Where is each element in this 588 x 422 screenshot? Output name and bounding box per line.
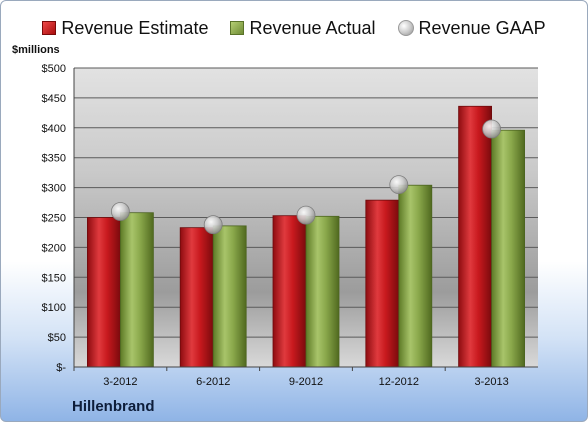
y-tick-label: $450 — [42, 93, 66, 105]
y-tick-label: $400 — [42, 123, 66, 135]
legend-item-gaap: Revenue GAAP — [397, 17, 546, 39]
bar-revenue-actual — [305, 215, 340, 368]
x-tick-label: 12-2012 — [379, 376, 419, 388]
legend-label-estimate: Revenue Estimate — [61, 17, 209, 38]
bars — [87, 105, 526, 368]
legend-swatch-estimate — [42, 21, 57, 35]
y-tick-label: $300 — [42, 183, 66, 195]
gaap-marker — [203, 215, 223, 235]
y-tick-label: $250 — [42, 213, 66, 225]
y-tick-label: $50 — [48, 332, 66, 344]
bar-revenue-actual — [212, 225, 247, 368]
y-axis: $- $50 $100 $150 $200 $250 $300 $350 $400 $450 $50… — [42, 63, 75, 374]
legend-item-actual: Revenue Actual — [230, 17, 376, 39]
company-name: Hillenbrand — [72, 398, 155, 415]
bar-revenue-actual — [120, 212, 154, 368]
legend-label-gaap: Revenue GAAP — [418, 17, 546, 38]
x-tick-label: 9-2012 — [289, 376, 323, 388]
legend-swatch-actual — [230, 21, 245, 35]
bar-revenue-actual — [491, 129, 526, 368]
y-axis-unit-label: $millions — [12, 44, 60, 56]
legend-label-actual: Revenue Actual — [249, 17, 376, 38]
x-tick-label: 3-2013 — [474, 376, 508, 388]
gaap-marker — [389, 175, 409, 195]
legend-item-estimate: Revenue Estimate — [42, 18, 208, 39]
gaap-markers — [111, 119, 502, 235]
y-tick-label: $350 — [42, 153, 66, 165]
y-tick-label: $150 — [42, 272, 66, 284]
x-tick-label: 6-2012 — [196, 376, 230, 388]
bar-revenue-estimate — [365, 199, 400, 368]
x-axis: 3-2012 6-2012 9-2012 12-2012 3-2013 — [73, 366, 538, 388]
y-tick-label: $- — [56, 362, 66, 374]
y-tick-label: $500 — [42, 63, 66, 75]
gaap-marker — [111, 202, 130, 221]
legend-swatch-gaap — [397, 20, 414, 36]
gaap-marker — [482, 119, 502, 139]
x-tick-label: 3-2012 — [103, 376, 137, 388]
legend: Revenue Estimate Revenue Actual Revenue … — [0, 17, 588, 39]
bar-revenue-estimate — [272, 215, 307, 368]
bar-revenue-estimate — [87, 217, 121, 368]
bar-revenue-estimate — [458, 105, 493, 368]
bar-revenue-estimate — [179, 227, 214, 368]
gaap-marker — [296, 205, 316, 225]
y-tick-label: $100 — [42, 302, 66, 314]
y-tick-label: $200 — [42, 242, 66, 254]
bar-revenue-actual — [398, 184, 433, 368]
